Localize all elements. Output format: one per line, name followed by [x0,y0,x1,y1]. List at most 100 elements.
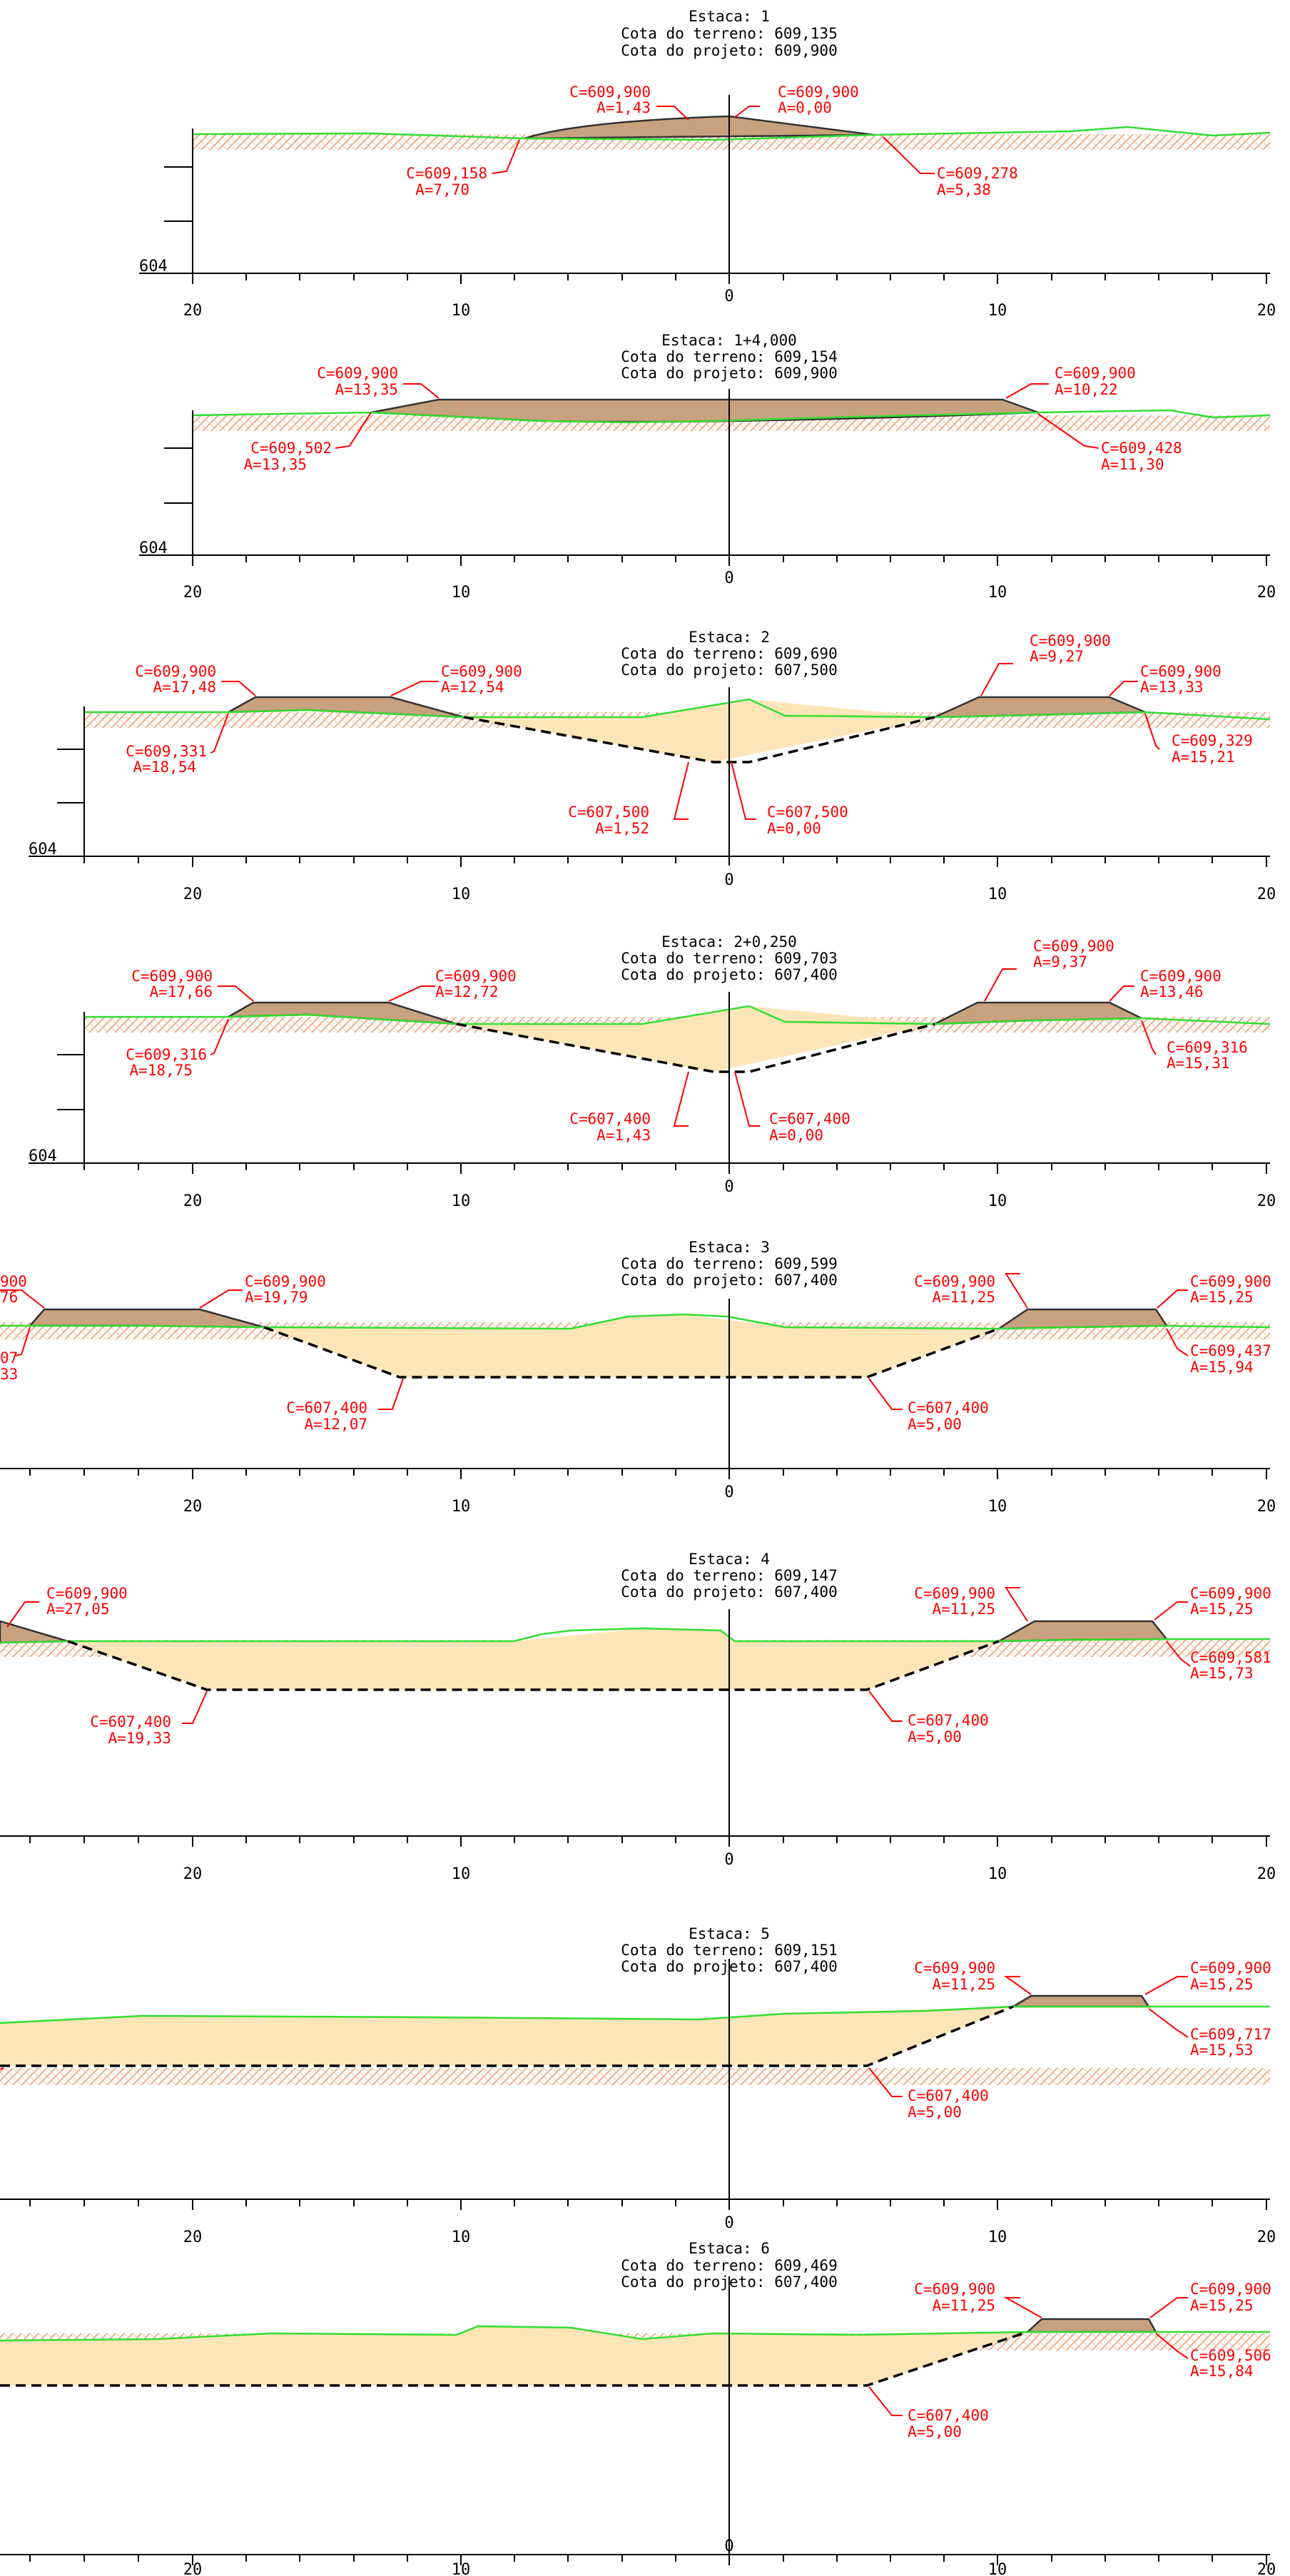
cut-area [0,2007,1013,2066]
tick-label: 20 [1257,1498,1276,1516]
annotation-elevation: C=609,900 [1190,1959,1271,1977]
annotation-elevation: C=609,900 [131,968,213,985]
axis-ticks [192,555,1267,566]
tick-label: 20 [183,2561,203,2576]
terrain-line [84,1005,1271,1025]
annotation-offset: A=13,33 [1140,679,1204,696]
tick-label: 20 [1257,2228,1276,2246]
design-grade-line [67,1640,1000,1691]
annotation-elevation: C=609,502 [250,440,332,457]
annotation-elevation: C=609,316 [1167,1039,1248,1056]
tick-label: 0 [724,1178,733,1196]
annotation-offset: A=19,33 [108,1730,171,1747]
annotation-offset: A=18,75 [129,1062,193,1079]
axis-ticks [29,1836,1267,1847]
annotation-elevation: C=607,400 [908,1712,989,1729]
section-axes [29,687,1270,866]
annotation-elevation: C=609,437 [1190,1342,1271,1359]
annotation-elevation: C=609,158 [406,165,487,182]
annotation-offset: A=0,00 [778,99,832,116]
section-estaca-2-0250: Estaca: 2+0,250 Cota do terreno: 609,703… [29,933,1276,1210]
tick-label: 0 [724,1484,733,1501]
annotation-offset: A=15,25 [1190,2297,1254,2314]
tick-label: 20 [183,2228,203,2246]
annotation-offset: A=11,30 [1101,456,1164,473]
annotation-offset: A=27,05 [46,1601,110,1618]
annotation-elevation: C=609,900 [435,968,517,985]
section-title: Estaca: 2+0,250 [661,933,797,950]
annotation-offset: A=15,25 [1190,1601,1254,1618]
design-grade-line [263,1326,1000,1379]
annotation-elevation: C=609,900 [1140,968,1222,985]
terrain-line [192,409,1271,424]
annotation-elevation: C=609,900 [914,1273,995,1290]
tick-label: 20 [1257,1192,1276,1210]
section-title: Estaca: 6 [689,2240,770,2257]
annotation-elevation: C=609,900 [441,663,522,680]
terrain-line [0,1627,1270,1644]
annotation-elevation: C=609,278 [937,165,1018,182]
tick-label: 0 [724,2214,733,2232]
elevation-label: 604 [29,1147,57,1165]
annotation-offset: A=1,43 [596,1127,651,1144]
elevation-label: 604 [29,841,57,858]
tick-label: 20 [183,1498,203,1516]
annotation-leaders [0,1273,1189,1410]
section-terrain-elevation: Cota do terreno: 609,147 [621,1567,837,1584]
annotation-offset: A=5,00 [908,2423,962,2440]
section-estaca-1: Estaca: 1 Cota do terreno: 609,135 Cota … [139,8,1276,320]
axis-ticks [29,2555,1267,2565]
tick-label: 0 [724,1851,733,1869]
tick-label: 0 [724,569,733,587]
annotation-offset: A=5,00 [908,1728,962,1745]
annotation-elevation: C=609,900 [569,83,651,101]
section-estaca-3: Estaca: 3 Cota do terreno: 609,599 Cota … [0,1239,1276,1516]
embankment-area [524,115,875,140]
tick-label: 10 [452,1498,471,1516]
section-terrain-elevation: Cota do terreno: 609,151 [621,1942,837,1959]
annotation-offset: A=11,25 [932,2297,995,2314]
annotation-offset: A=0,00 [767,820,821,837]
tick-label: 10 [452,1192,471,1210]
tick-label: 10 [988,302,1007,320]
annotation-elevation: C=609,506 [1190,2347,1271,2364]
annotation-elevation: C=609,900 [135,663,216,680]
annotation-offset: 33 [0,1366,18,1383]
section-terrain-elevation: Cota do terreno: 609,469 [621,2257,837,2274]
subgrade-hatch [0,2068,1270,2085]
tick-label: 20 [1257,2561,1276,2576]
section-estaca-4: Estaca: 4 Cota do terreno: 609,147 Cota … [0,1551,1276,1883]
elevation-label: 604 [139,258,168,275]
annotation-offset: A=10,22 [1055,381,1118,398]
annotation-offset: A=11,25 [932,1601,995,1618]
section-estaca-6: Estaca: 6 Cota do terreno: 609,469 Cota … [0,2240,1276,2576]
annotation-offset: A=17,66 [149,983,213,1000]
annotation-elevation: C=609,900 [778,83,859,101]
tick-label: 10 [452,886,471,903]
annotation-leaders [6,1587,1191,1724]
section-terrain-elevation: Cota do terreno: 609,135 [621,25,837,42]
annotation-offset: A=15,84 [1190,2363,1254,2380]
annotation-elevation: C=609,331 [126,743,207,760]
annotation-elevation: C=609,900 [1190,2281,1271,2298]
annotation-offset: A=15,25 [1190,1289,1254,1306]
annotation-offset: A=5,00 [908,2104,962,2121]
design-grade-line [456,1023,935,1073]
section-design-elevation: Cota do projeto: 609,900 [621,365,837,382]
annotation-offset: A=15,73 [1190,1665,1254,1682]
terrain-line [84,698,1271,721]
annotation-offset: A=15,94 [1190,1359,1254,1376]
section-axes [139,389,1270,566]
annotation-leaders [868,2297,1189,2416]
annotation-offset: A=9,37 [1033,953,1087,970]
annotation-elevation: C=607,400 [908,1399,989,1416]
cut-area [457,1006,935,1072]
tick-label: 10 [452,2228,471,2246]
section-terrain-elevation: Cota do terreno: 609,154 [621,348,837,365]
tick-label: 20 [1257,584,1276,602]
annotation-elevation: C=609,316 [126,1046,207,1063]
annotation-elevation: C=609,900 [46,1585,128,1602]
section-design-elevation: Cota do projeto: 609,900 [621,42,837,59]
section-axes [0,1959,1270,2210]
